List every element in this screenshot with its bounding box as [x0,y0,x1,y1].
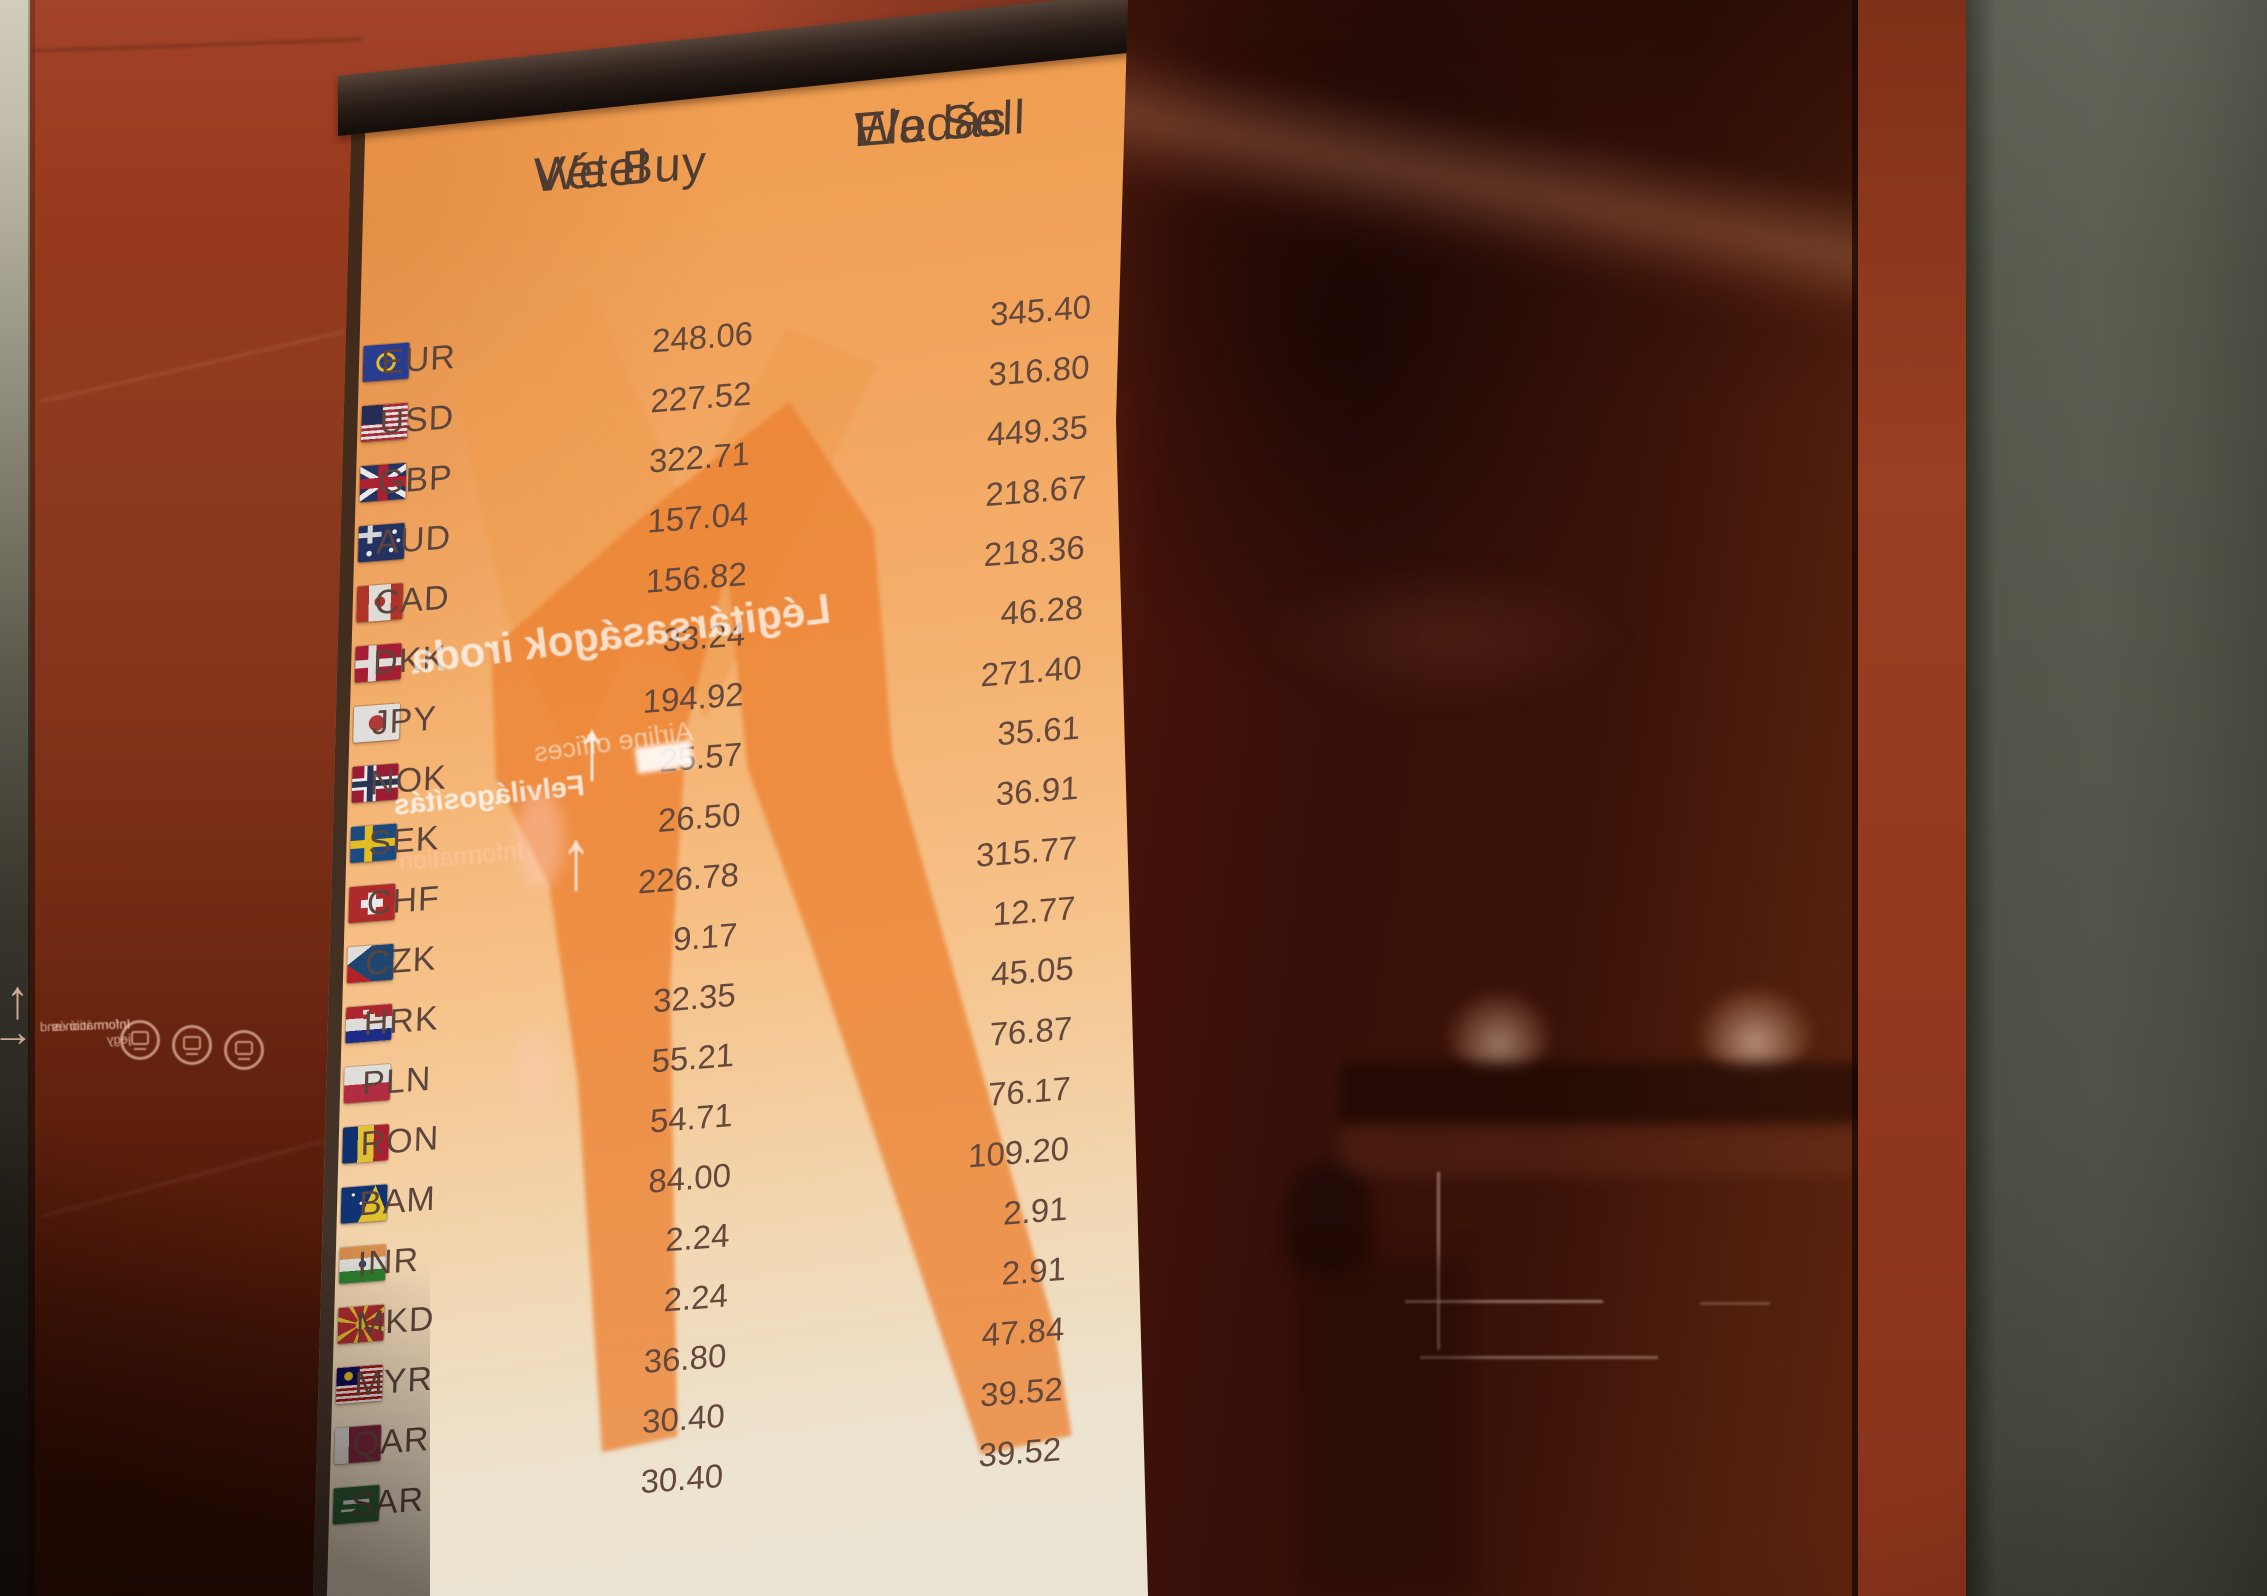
reflection-light-spot [514,1026,556,1112]
chevron-bold-icon [491,401,1072,1455]
signage-up-arrow-icon: ↑ [6,967,29,1031]
counter-reflection [1250,560,1630,710]
glass-streak [1437,1172,1440,1350]
buy-rate: 32.35 [652,975,737,1020]
signage-line-en: Information and [39,1016,131,1035]
sell-rate: 39.52 [978,1430,1062,1474]
signage-right-arrow-icon: → [0,1008,34,1055]
sell-rate: 36.91 [995,768,1079,813]
rate-board-display: We Buy Vétel We Sell Eladás EUR 248.06 3… [310,26,1292,1596]
wall-light-reflection [1698,988,1812,1068]
currency-code: EUR [380,337,457,382]
wall-light-reflection [1447,992,1551,1068]
sell-rate: 39.52 [979,1370,1064,1414]
buy-rate: 194.92 [642,675,745,721]
chevron-graphics [454,285,1072,1455]
silhouette-reflection [1295,1258,1470,1596]
buy-rate: 2.24 [663,1276,729,1319]
panel-seam [1852,0,1858,1596]
sell-rate: 2.91 [1002,1189,1068,1232]
dark-glass-panel [1116,0,1968,1596]
currency-code: GBP [377,457,454,502]
glass-streak [1420,1356,1658,1359]
gray-wall [1966,0,2267,1596]
buy-rate: 84.00 [647,1156,732,1200]
sell-rate: 47.84 [981,1309,1065,1354]
person-silhouette-reflection [1285,1162,1373,1274]
buy-rate: 9.17 [672,915,738,958]
buy-rate: 36.80 [643,1336,727,1381]
sell-rate: 45.05 [990,949,1075,993]
reflection-up-arrow-icon: ↑ [576,700,608,798]
buy-rate: 322.71 [648,434,751,480]
currency-code: AUD [375,517,452,562]
sell-rate: 2.91 [1001,1249,1067,1292]
sell-rate: 12.77 [992,889,1076,933]
currency-code: CZK [364,938,437,983]
sell-rate: 271.40 [980,648,1083,694]
bright-panel-strip [1858,0,1968,1596]
sell-rate: 76.87 [989,1009,1073,1053]
sell-rate: 345.40 [989,287,1092,333]
buy-rate: 30.40 [640,1456,724,1501]
glass-streak [1700,1302,1770,1305]
reflection-up-arrow-icon: ↑ [560,810,592,908]
sell-rate: 46.28 [1000,588,1084,632]
buy-rate: 55.21 [651,1035,735,1080]
buy-rate: 157.04 [646,494,749,540]
sell-rate: 35.61 [996,708,1081,753]
currency-code: USD [379,397,455,442]
left-wall-edge [28,0,35,1596]
currency-code: CAD [374,577,451,622]
buy-rate: 227.52 [650,374,752,420]
sell-rate: 315.77 [975,828,1078,874]
buy-rate: 248.06 [651,314,754,360]
ceiling-reflection-band [1116,36,1968,359]
currency-code: JPY [371,698,438,742]
currency-code: CHF [366,878,441,923]
buy-rate: 30.40 [641,1396,726,1441]
reflection-light-spot [516,790,564,888]
buy-rate: 54.71 [649,1096,734,1140]
sell-rate: 449.35 [986,408,1089,454]
header-eladas: Eladás [853,92,1008,158]
glass-streak [1405,1300,1603,1303]
shadow-corner [0,1050,430,1596]
header-vetel: Vétel [532,140,649,203]
sell-rate: 76.17 [987,1069,1072,1113]
sell-rate: 218.36 [983,528,1086,574]
currency-code: HRK [363,998,440,1043]
sell-rate: 218.67 [984,468,1087,514]
sell-rate: 109.20 [967,1129,1070,1175]
sell-rate: 316.80 [988,347,1090,393]
buy-rate: 2.24 [664,1216,730,1259]
